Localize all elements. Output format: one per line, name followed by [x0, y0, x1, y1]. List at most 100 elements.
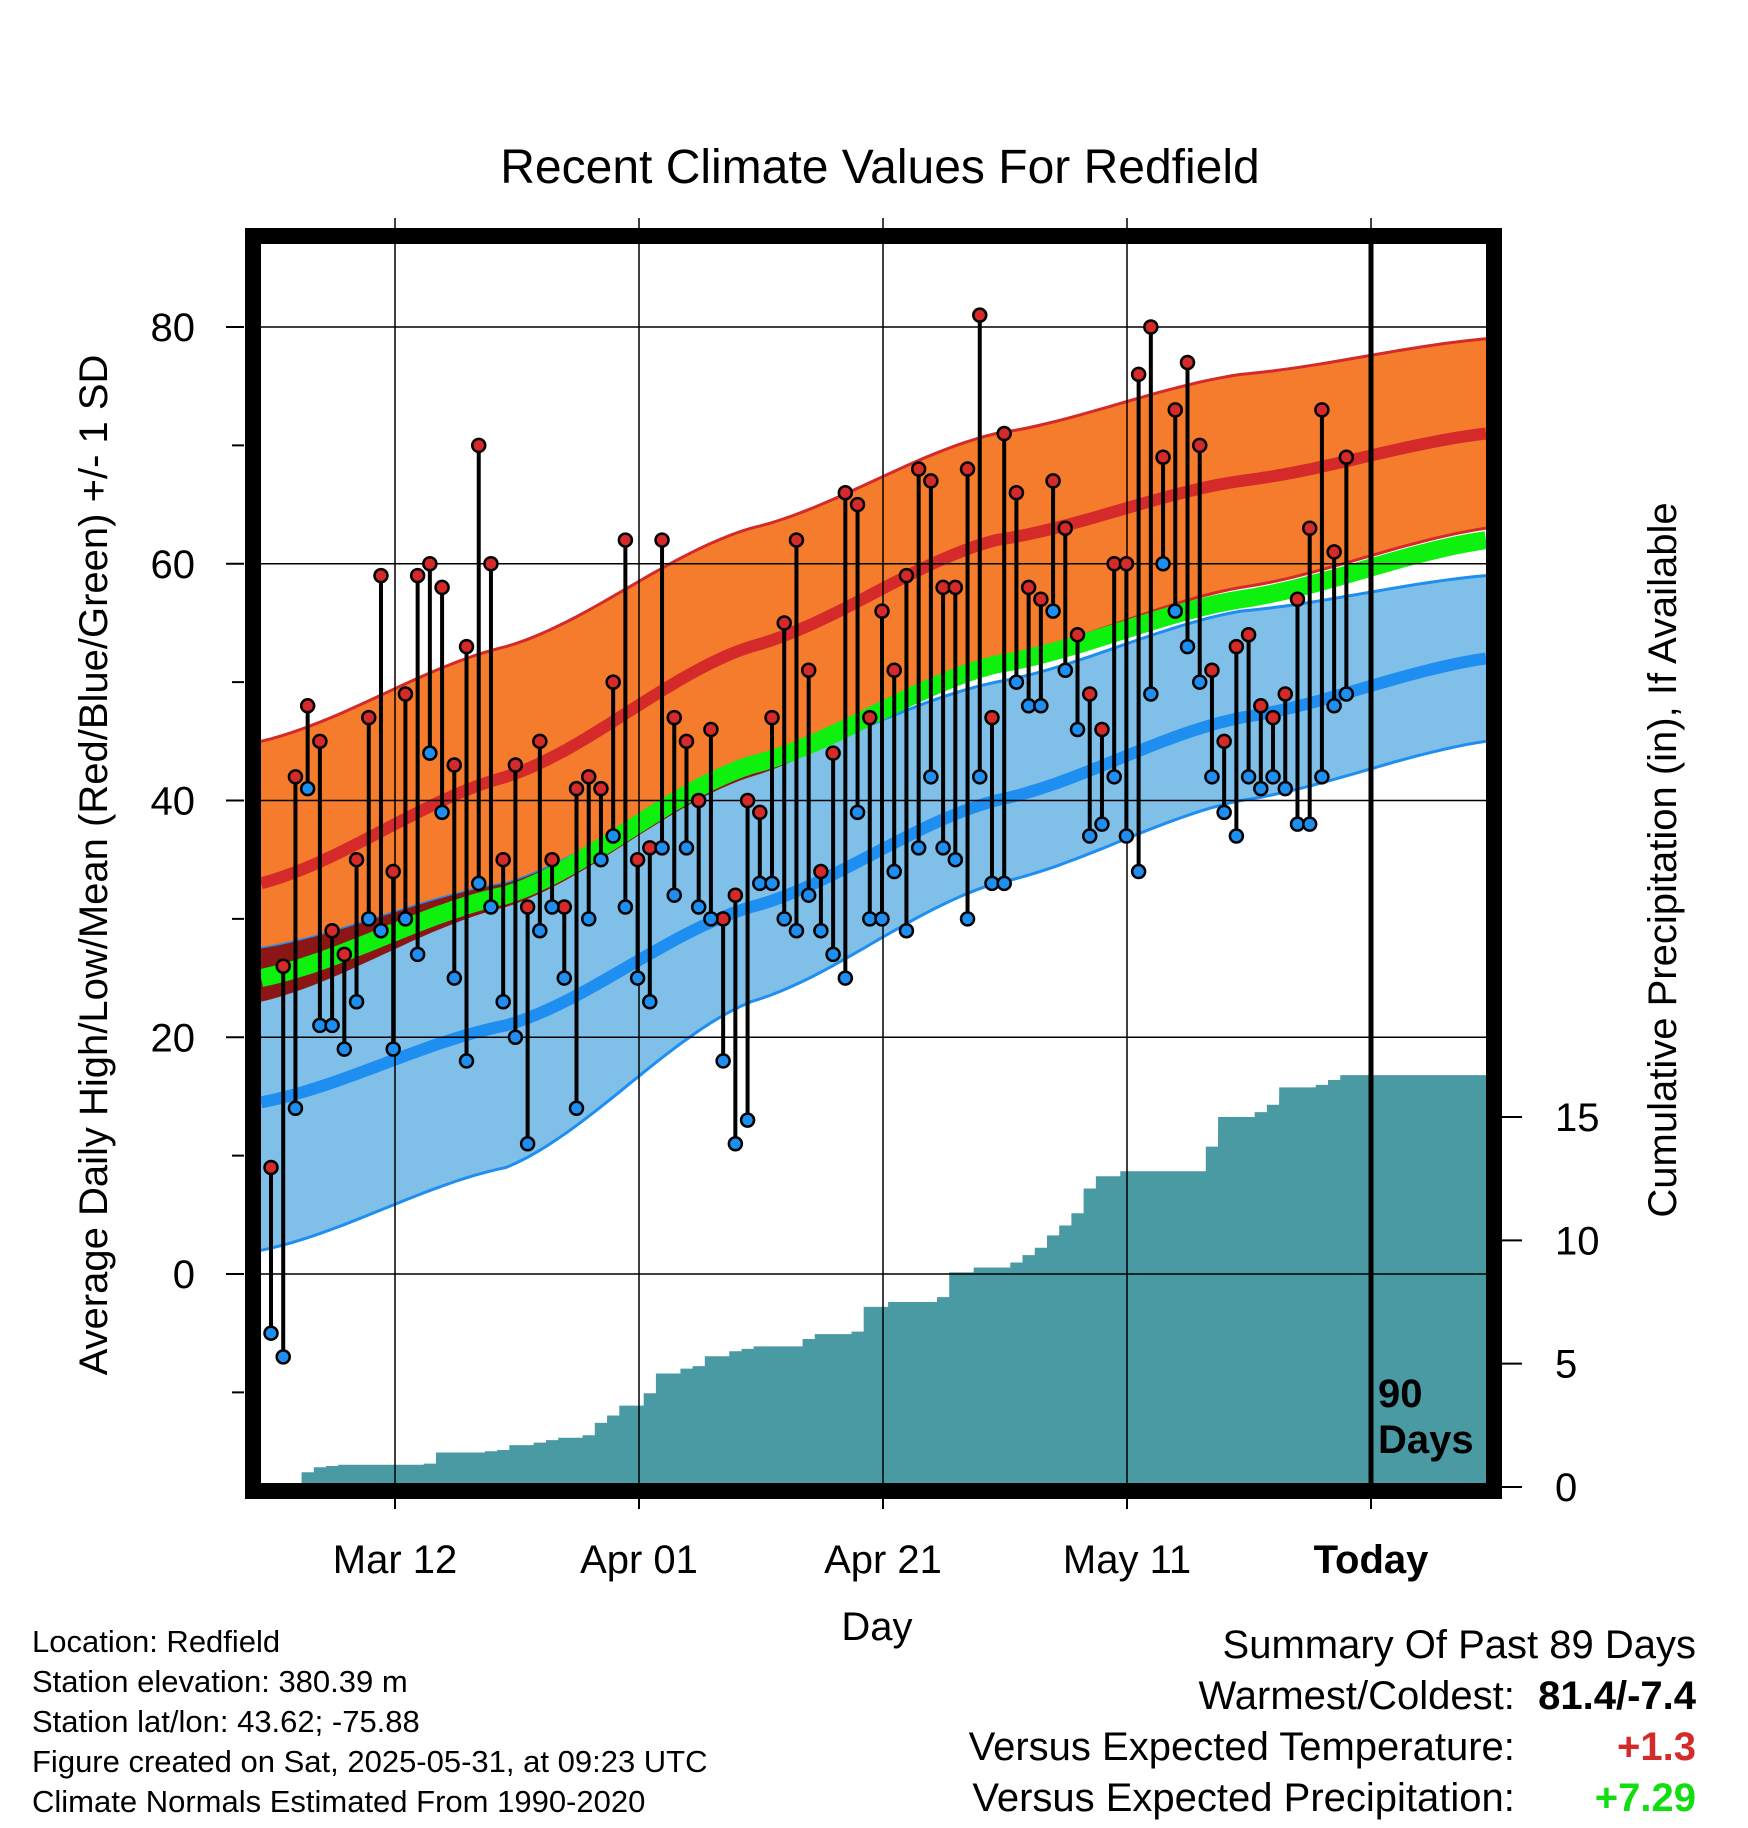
high-point: [1314, 402, 1330, 418]
x-tick-label: Today: [1314, 1538, 1430, 1582]
high-point: [874, 603, 890, 619]
low-point: [263, 1325, 279, 1341]
low-point: [910, 840, 927, 856]
low-point: [1033, 698, 1049, 714]
high-point: [348, 851, 365, 868]
low-point: [1008, 674, 1025, 690]
high-point: [1301, 520, 1318, 536]
low-point: [1167, 603, 1184, 619]
low-point: [361, 911, 377, 927]
low-point: [532, 922, 548, 939]
high-point: [1326, 544, 1342, 560]
low-point: [385, 1041, 401, 1057]
low-point: [776, 911, 792, 927]
today-days-label: Days: [1378, 1418, 1474, 1462]
today-days-count: 90: [1378, 1372, 1423, 1416]
low-point: [1204, 769, 1220, 785]
warm-cold-row: Warmest/Coldest: 81.4/-7.4: [969, 1671, 1697, 1722]
high-point: [739, 792, 756, 809]
high-point: [947, 579, 964, 596]
high-point: [324, 922, 340, 939]
warm-cold-value: 81.4/-7.4: [1538, 1674, 1696, 1718]
high-point: [397, 686, 414, 702]
location-text: Location: Redfield: [32, 1624, 281, 1659]
low-point: [593, 851, 609, 868]
low-point: [1179, 638, 1196, 655]
low-point: [1277, 780, 1294, 797]
low-point: [788, 922, 805, 939]
summary-panel: Summary Of Past 89 Days Warmest/Coldest:…: [969, 1620, 1696, 1824]
low-point: [690, 899, 707, 915]
precip-label: Versus Expected Precipitation:: [972, 1776, 1515, 1820]
high-point: [813, 863, 829, 880]
plot-frame: [245, 228, 1502, 1499]
high-point: [593, 780, 609, 797]
high-point: [299, 698, 316, 714]
low-point: [837, 970, 854, 986]
high-point: [764, 709, 780, 726]
high-point: [1118, 556, 1135, 572]
low-point: [813, 922, 829, 939]
daily-values: [263, 307, 1355, 1365]
low-point: [825, 946, 841, 963]
x-tick-label: Mar 12: [333, 1538, 458, 1582]
high-point: [373, 567, 389, 584]
high-point: [996, 425, 1012, 442]
low-point: [556, 970, 573, 986]
temp-label: Versus Expected Temperature:: [968, 1725, 1515, 1769]
low-point: [642, 993, 658, 1010]
low-point: [580, 911, 597, 927]
high-point: [1277, 686, 1294, 702]
high-point: [617, 532, 634, 548]
high-point: [788, 532, 805, 548]
low-point: [1265, 769, 1281, 785]
low-point: [1216, 804, 1232, 821]
chart-title: Recent Climate Values For Redfield: [500, 141, 1259, 194]
low-point: [544, 899, 560, 915]
high-point: [1167, 402, 1184, 418]
low-point: [764, 875, 780, 892]
high-point: [703, 721, 719, 738]
low-point: [1326, 698, 1342, 714]
y2-tick-label: 10: [1555, 1219, 1600, 1263]
plot-border: [245, 228, 1502, 1499]
low-point: [1314, 769, 1330, 785]
low-point: [996, 875, 1012, 892]
high-point: [568, 780, 585, 797]
created-text: Figure created on Sat, 2025-05-31, at 09…: [32, 1744, 708, 1779]
high-point: [434, 579, 450, 596]
high-point: [1155, 449, 1171, 465]
low-point: [470, 875, 487, 892]
low-point: [434, 804, 450, 821]
high-point: [825, 745, 841, 761]
low-point: [483, 899, 499, 915]
high-point: [752, 804, 768, 821]
low-point: [1045, 603, 1061, 619]
high-point: [1204, 662, 1220, 679]
high-point: [910, 461, 927, 477]
y-tick-label: 80: [151, 306, 196, 350]
low-point: [519, 1136, 536, 1152]
high-point: [507, 757, 524, 773]
high-point: [1094, 721, 1110, 738]
y2-tick-label: 0: [1555, 1466, 1577, 1510]
low-point: [1057, 662, 1074, 679]
y-axis-label: Average Daily High/Low/Mean (Red/Blue/Gr…: [72, 355, 116, 1376]
high-point: [312, 733, 328, 750]
high-point: [1228, 638, 1245, 655]
low-point: [666, 887, 683, 903]
high-point: [1216, 733, 1232, 750]
low-point: [703, 911, 719, 927]
low-point: [1191, 674, 1208, 690]
precipitation-fill: [264, 1075, 1486, 1487]
high-point: [776, 615, 792, 631]
low-point: [898, 922, 915, 939]
low-point: [1338, 686, 1355, 702]
y2-tick-label: 15: [1555, 1096, 1600, 1140]
high-point: [654, 532, 670, 548]
high-point: [1033, 591, 1049, 608]
high-point: [1008, 484, 1025, 501]
normals-text: Climate Normals Estimated From 1990-2020: [32, 1784, 646, 1819]
low-point: [739, 1112, 756, 1128]
high-point: [287, 769, 304, 785]
